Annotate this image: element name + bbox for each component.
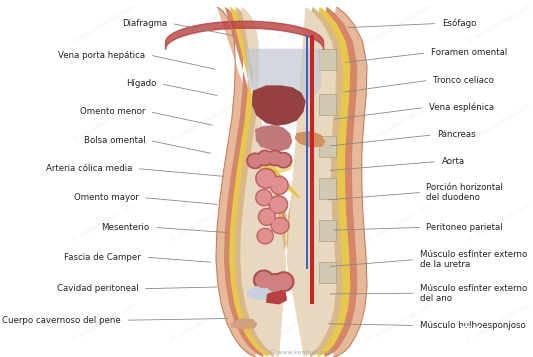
Text: Aorta: Aorta [442,157,465,166]
Polygon shape [259,209,274,225]
Text: Músculo esfínter externo
de la uretra: Músculo esfínter externo de la uretra [420,250,527,269]
Text: © www.kenhub.com: © www.kenhub.com [269,350,333,355]
Text: KEN
HUB: KEN HUB [458,326,480,345]
Text: Vena porta hepática: Vena porta hepática [58,51,146,60]
Text: © www.kenhub.com: © www.kenhub.com [269,202,334,243]
Polygon shape [266,275,284,292]
Text: Tronco celíaco: Tronco celíaco [433,76,494,85]
Polygon shape [250,151,293,172]
Polygon shape [255,125,293,151]
Polygon shape [268,195,288,214]
Polygon shape [258,229,272,243]
Text: Peritoneo parietal: Peritoneo parietal [426,223,503,232]
Text: Porción horizontal
del duodeno: Porción horizontal del duodeno [426,183,503,202]
Text: Fascia de Camper: Fascia de Camper [64,253,141,262]
Polygon shape [235,7,343,357]
Polygon shape [275,273,293,290]
Polygon shape [258,151,272,165]
Polygon shape [246,152,264,169]
Text: © www.kenhub.com: © www.kenhub.com [466,103,531,144]
Text: Cuerpo cavernoso del pene: Cuerpo cavernoso del pene [2,316,121,325]
Text: © www.kenhub.com: © www.kenhub.com [71,4,136,45]
Polygon shape [246,285,275,300]
Polygon shape [229,7,350,357]
Text: Hígado: Hígado [126,79,156,88]
Polygon shape [231,318,257,329]
Text: © www.kenhub.com: © www.kenhub.com [170,302,235,342]
Polygon shape [266,290,287,305]
Text: © www.kenhub.com: © www.kenhub.com [170,202,235,243]
Text: Diafragma: Diafragma [122,19,167,28]
Text: © www.kenhub.com: © www.kenhub.com [466,202,531,243]
Polygon shape [275,152,293,169]
Text: © www.kenhub.com: © www.kenhub.com [368,202,432,243]
Polygon shape [224,7,358,357]
Polygon shape [257,170,276,187]
Polygon shape [216,7,367,357]
Polygon shape [319,49,336,70]
Polygon shape [319,94,336,115]
Polygon shape [272,218,288,233]
Polygon shape [319,136,336,157]
Polygon shape [256,228,274,245]
Polygon shape [295,131,325,147]
Polygon shape [319,178,336,199]
Polygon shape [273,271,295,292]
Polygon shape [240,7,336,357]
Text: © www.kenhub.com: © www.kenhub.com [368,103,432,144]
Text: Páncreas: Páncreas [437,130,476,139]
Text: © www.kenhub.com: © www.kenhub.com [269,4,334,45]
Text: Músculo esfínter externo
del ano: Músculo esfínter externo del ano [420,283,527,303]
Polygon shape [319,220,336,241]
Polygon shape [270,217,290,235]
Polygon shape [305,35,308,270]
Text: © www.kenhub.com: © www.kenhub.com [170,4,235,45]
Polygon shape [270,197,287,213]
Polygon shape [271,177,287,194]
Polygon shape [266,150,284,166]
Polygon shape [253,270,275,291]
Text: © www.kenhub.com: © www.kenhub.com [466,302,531,342]
Polygon shape [256,190,271,205]
Polygon shape [270,176,289,195]
Polygon shape [255,168,277,189]
Polygon shape [310,35,314,305]
Text: © www.kenhub.com: © www.kenhub.com [466,4,531,45]
Text: © www.kenhub.com: © www.kenhub.com [368,302,432,342]
Text: © www.kenhub.com: © www.kenhub.com [71,202,136,243]
Text: Arteria cólica media: Arteria cólica media [46,164,132,173]
Polygon shape [248,154,262,167]
Polygon shape [319,262,336,283]
Polygon shape [268,151,282,165]
Text: Foramen omental: Foramen omental [431,49,507,57]
Text: © www.kenhub.com: © www.kenhub.com [269,302,334,342]
Text: © www.kenhub.com: © www.kenhub.com [269,103,334,144]
Polygon shape [264,273,286,294]
Text: Omento mayor: Omento mayor [74,193,139,202]
Polygon shape [246,49,321,102]
Text: Cavidad peritoneal: Cavidad peritoneal [57,284,139,293]
Polygon shape [258,208,276,226]
Text: Esófago: Esófago [442,19,476,28]
Text: © www.kenhub.com: © www.kenhub.com [170,103,235,144]
Text: Vena esplénica: Vena esplénica [429,103,494,112]
Polygon shape [256,150,274,166]
Text: © www.kenhub.com: © www.kenhub.com [71,103,136,144]
Text: © www.kenhub.com: © www.kenhub.com [71,302,136,342]
Text: Omento menor: Omento menor [80,107,146,116]
Text: Mesenterio: Mesenterio [101,223,150,232]
Text: Bolsa omental: Bolsa omental [84,136,146,145]
Polygon shape [277,154,290,167]
Polygon shape [252,86,305,126]
Text: Músculo bulboesponjoso: Músculo bulboesponjoso [420,321,526,330]
Polygon shape [252,86,305,126]
Text: © www.kenhub.com: © www.kenhub.com [368,4,432,45]
Polygon shape [255,189,272,206]
Polygon shape [255,272,272,288]
